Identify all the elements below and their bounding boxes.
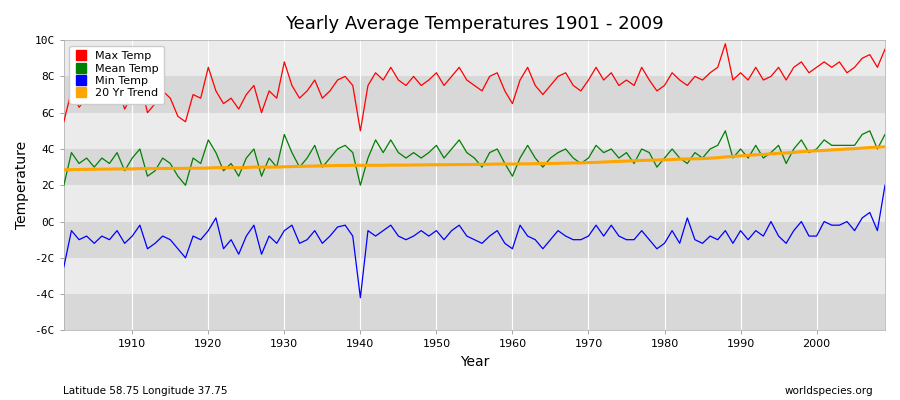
Text: worldspecies.org: worldspecies.org: [785, 386, 873, 396]
Bar: [64, 149, 885, 185]
Bar: [64, 76, 885, 113]
X-axis label: Year: Year: [460, 355, 489, 369]
Bar: [64, 185, 885, 222]
Bar: [64, 222, 885, 258]
Bar: [64, 258, 885, 294]
Title: Yearly Average Temperatures 1901 - 2009: Yearly Average Temperatures 1901 - 2009: [285, 15, 663, 33]
Legend: Max Temp, Mean Temp, Min Temp, 20 Yr Trend: Max Temp, Mean Temp, Min Temp, 20 Yr Tre…: [69, 46, 164, 104]
Bar: [64, 294, 885, 330]
Text: Latitude 58.75 Longitude 37.75: Latitude 58.75 Longitude 37.75: [63, 386, 228, 396]
Y-axis label: Temperature: Temperature: [15, 141, 29, 229]
Bar: [64, 113, 885, 149]
Bar: [64, 40, 885, 76]
